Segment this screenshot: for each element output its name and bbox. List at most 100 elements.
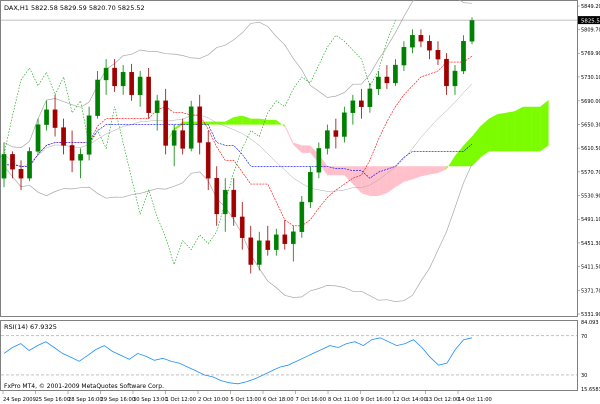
candle-body — [239, 216, 245, 238]
current-price-marker — [578, 16, 600, 25]
ichimoku-cloud-segment — [514, 106, 524, 152]
ichimoku-cloud-segment — [420, 166, 430, 177]
time-tick-label: 28 Sep 16:00 — [68, 397, 103, 403]
candle-body — [367, 88, 373, 107]
time-tick-label: 13 Oct 12:00 — [426, 397, 460, 403]
price-tick-label: 5411.50 — [581, 265, 600, 271]
ichimoku-cloud-segment — [267, 119, 277, 125]
price-tick-label: 5570.70 — [581, 170, 600, 176]
price-tick-label: 5610.50 — [581, 146, 600, 152]
rsi-layer: 84.093 70 30 15.6583 — [1, 320, 600, 393]
price-tick-label: 5451.30 — [581, 241, 600, 247]
ichimoku-cloud-segment — [540, 100, 549, 152]
rsi-title: RSI(14) 67.9325 — [4, 323, 57, 331]
candle-body — [376, 76, 381, 90]
candle-body — [410, 35, 415, 48]
ichimoku-cloud-segment — [233, 115, 243, 125]
time-tick-label: 9 Oct 16:00 — [361, 397, 392, 403]
candle-body — [444, 58, 449, 87]
price-tick-label: 5491.10 — [581, 217, 600, 223]
candle-body — [52, 109, 58, 128]
ichimoku-cloud-segment — [293, 142, 302, 153]
rsi-panel-frame — [0, 320, 578, 391]
candle-body — [316, 148, 322, 173]
ichimoku-cloud-segment — [506, 111, 515, 152]
candle-body — [256, 240, 262, 265]
candle-body — [112, 67, 117, 87]
chart-header: DAX,H1 5822.58 5829.59 5820.70 5825.52 — [4, 4, 145, 12]
current-price-label: 5825.52 — [581, 18, 600, 24]
candle-body — [248, 237, 254, 265]
bollinger-lower-line — [3, 163, 473, 302]
bollinger-upper-line — [3, 0, 473, 148]
time-tick-label: 7 Oct 16:00 — [296, 397, 327, 403]
candle-body — [103, 67, 109, 81]
candle-body — [384, 76, 390, 84]
price-tick-label: 5849.20 — [581, 4, 600, 10]
ichimoku-cloud-segment — [437, 166, 447, 173]
candle-body — [146, 76, 151, 113]
candle-body — [35, 124, 41, 152]
candle-body — [333, 130, 339, 137]
ichimoku-cloud-segment — [344, 166, 353, 185]
candle-body — [350, 100, 356, 113]
candle-body — [452, 70, 458, 87]
ichimoku-cloud-segment — [446, 155, 455, 170]
ichimoku-cloud-segment — [480, 118, 490, 158]
time-tick-label: 8 Oct 11:00 — [328, 397, 359, 403]
candle-body — [222, 189, 228, 215]
ichimoku-cloud-segment — [174, 121, 183, 131]
candle-body — [359, 100, 364, 107]
price-tick-label: 5690.00 — [581, 99, 600, 105]
ichimoku-cloud-segment — [403, 166, 413, 182]
ichimoku-cloud-segment — [497, 112, 507, 152]
ichimoku-cloud-segment — [454, 145, 464, 167]
candle-body — [418, 35, 424, 42]
candle-body — [435, 49, 441, 60]
time-tick-label: 25 Sep 16:00 — [36, 397, 71, 403]
ichimoku-cloud-segment — [472, 126, 481, 167]
rsi-axis-label: 70 — [581, 334, 587, 340]
rsi-line — [3, 337, 473, 385]
candle-body — [214, 177, 220, 215]
ichimoku-cloud-segment — [216, 121, 226, 125]
candle-body — [265, 240, 271, 250]
candle-body — [461, 41, 466, 72]
candle-body — [86, 115, 92, 155]
ichimoku-cloud-segment — [284, 124, 294, 145]
ichimoku-cloud-segment — [208, 121, 217, 125]
price-tick-label: 5331.90 — [581, 312, 600, 318]
time-tick-label: 2 Oct 10:00 — [198, 397, 229, 403]
candle-body — [171, 130, 177, 146]
rsi-axis-label: 84.093 — [581, 320, 599, 326]
ichimoku-cloud-segment — [412, 166, 421, 180]
price-panel-frame — [0, 0, 578, 317]
candle-body — [163, 100, 169, 146]
rsi-axis-label: 30 — [581, 373, 587, 379]
candle-body — [393, 64, 398, 84]
ichimoku-cloud-segment — [361, 166, 370, 197]
ichimoku-cloud-segment — [250, 118, 260, 125]
ichimoku-cloud-segment — [386, 166, 396, 194]
ichimoku-cloud-layer — [89, 100, 549, 197]
candle-body — [308, 172, 313, 203]
chikou-span-line — [0, 20, 396, 266]
candle-body — [78, 154, 83, 161]
candle-body — [188, 106, 194, 149]
price-axis: 5849.20 5825.52 5809.70 5769.90 5730.10 5690.… — [0, 4, 600, 318]
candle-body — [44, 109, 49, 125]
candle-body — [325, 130, 330, 149]
price-tick-label: 5730.10 — [581, 75, 600, 81]
bollinger-middle-line — [3, 83, 473, 192]
ichimoku-cloud-segment — [106, 154, 115, 167]
candle-body — [231, 189, 237, 218]
ichimoku-cloud-segment — [378, 166, 387, 197]
kijun-sen-line — [4, 124, 473, 179]
time-tick-label: 12 Oct 14:00 — [393, 397, 427, 403]
ichimoku-cloud-segment — [369, 166, 379, 197]
ichimoku-cloud-segment — [225, 117, 234, 125]
candle-body — [427, 41, 432, 51]
time-tick-label: 30 Sep 13:00 — [133, 397, 168, 403]
candle-body — [61, 127, 66, 146]
